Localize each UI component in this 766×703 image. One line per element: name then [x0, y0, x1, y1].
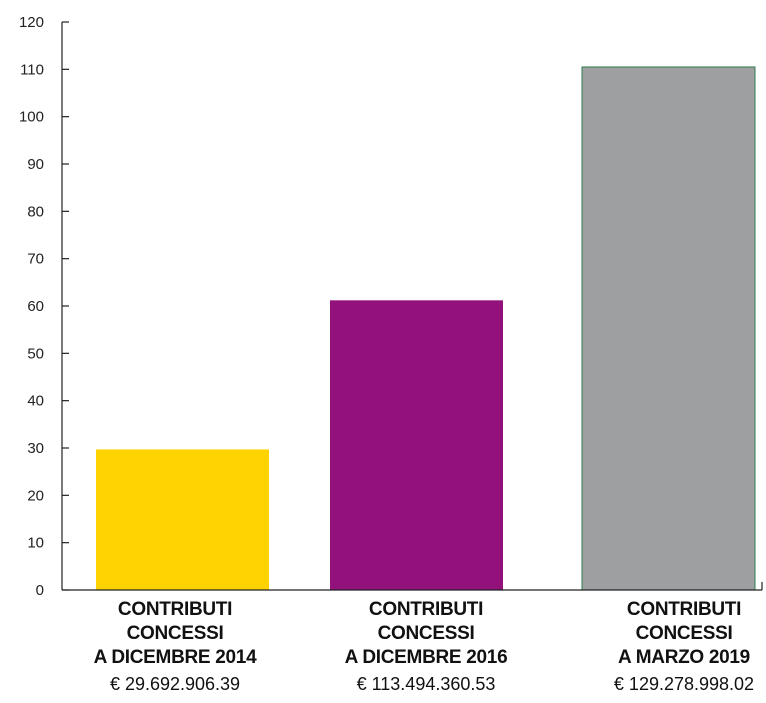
category-line-2: CONCESSI [635, 623, 733, 644]
category-line-1: CONTRIBUTI [368, 599, 484, 620]
category-amount: € 29.692.906.39 [109, 674, 241, 694]
category-line-2: CONCESSI [126, 623, 224, 644]
bar-1 [330, 300, 503, 590]
y-tick-label: 30 [27, 440, 44, 457]
y-tick-label: 90 [27, 156, 44, 173]
y-tick-label: 80 [27, 203, 44, 220]
y-tick-label: 10 [27, 535, 44, 552]
y-tick-label: 120 [19, 14, 44, 31]
y-axis: 0 10 20 30 40 50 60 70 80 90 100 110 120 [19, 14, 763, 599]
y-tick-label: 50 [27, 345, 44, 362]
category-amount: € 113.494.360.53 [356, 674, 496, 694]
category-line-1: CONTRIBUTI [117, 599, 233, 620]
category-label-2: CONTRIBUTI CONCESSI A MARZO 2019 € 129.2… [569, 598, 766, 697]
category-amount: € 129.278.998.02 [613, 674, 755, 694]
y-tick-label: 20 [27, 487, 44, 504]
bar-0 [96, 449, 269, 590]
bars [96, 66, 756, 591]
category-line-3: A DICEMBRE 2014 [93, 647, 257, 668]
y-tick-label: 70 [27, 251, 44, 268]
category-label-0: CONTRIBUTI CONCESSI A DICEMBRE 2014 € 29… [60, 598, 290, 697]
y-tick-label: 100 [19, 109, 44, 126]
category-line-3: A DICEMBRE 2016 [344, 647, 508, 668]
bar-2 [581, 66, 756, 591]
y-tick-label: 110 [20, 61, 44, 78]
category-line-2: CONCESSI [377, 623, 475, 644]
category-line-1: CONTRIBUTI [626, 599, 742, 620]
category-line-3: A MARZO 2019 [618, 647, 750, 668]
y-tick-label: 0 [36, 582, 44, 599]
category-label-1: CONTRIBUTI CONCESSI A DICEMBRE 2016 € 11… [311, 598, 541, 697]
y-tick-label: 40 [27, 393, 44, 410]
y-tick-label: 60 [27, 298, 44, 315]
